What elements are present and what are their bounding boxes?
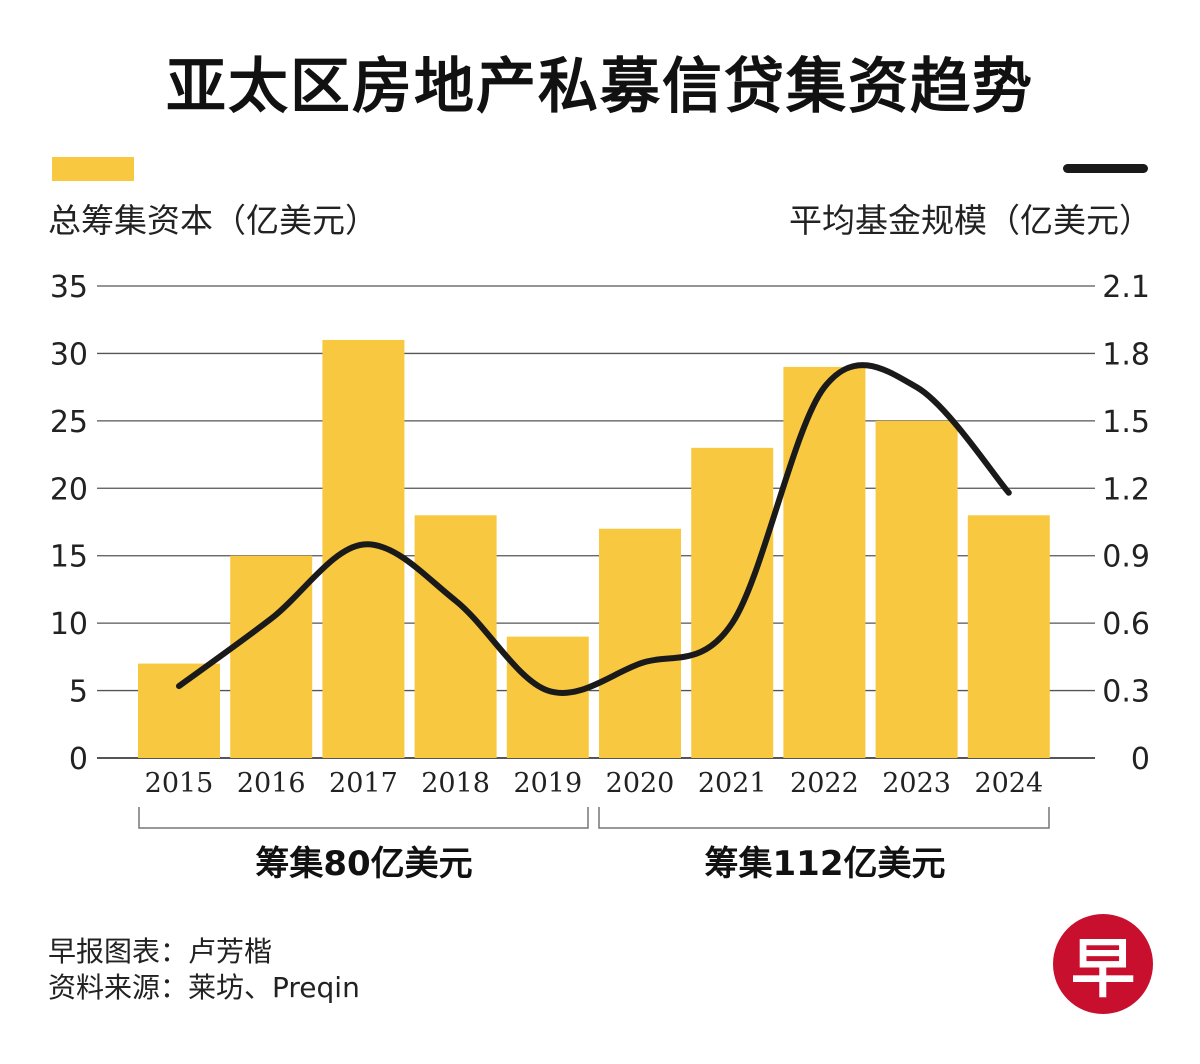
y-left-tick-label: 5 [69,675,88,710]
y-left-tick-label: 0 [69,742,88,777]
x-tick-label-2023: 2023 [882,768,951,799]
bar-2023 [875,420,958,758]
bar-2022 [783,366,866,758]
bar-2020 [599,528,681,758]
y-left-tick-label: 35 [50,270,88,305]
zaobao-logo: 早 [1053,914,1153,1014]
y-right-tick-label: 0 [1131,742,1150,777]
bar-2019 [506,636,589,758]
x-tick-label-2016: 2016 [237,768,306,799]
y-right-tick-label: 2.1 [1102,270,1150,305]
bar-2024 [967,515,1050,758]
y-right-tick-label: 1.2 [1102,472,1150,507]
period-label-2020-2024: 筹集112亿美元 [704,844,946,884]
x-tick-label-2021: 2021 [698,768,767,799]
x-tick-label-2022: 2022 [790,768,859,799]
legend-bar-label: 总筹集资本（亿美元） [48,201,378,240]
line-series [176,362,1012,696]
y-right-tick-label: 1.5 [1102,405,1150,440]
bar-series [138,339,1050,758]
x-tick-label-2015: 2015 [145,768,214,799]
period-label-2015-2019: 筹集80亿美元 [255,844,473,884]
y-right-tick-label: 0.9 [1102,540,1150,575]
chart-title: 亚太区房地产私募信贷集资趋势 [166,52,1034,122]
legend-line-label: 平均基金规模（亿美元） [789,201,1152,240]
y-right-tick-label: 1.8 [1102,337,1150,372]
avg-fund-size-line [176,362,1012,696]
bar-2015 [138,663,220,758]
period-bracket-2 [598,807,1050,829]
data-source: 资料来源：莱坊、Preqin [48,971,360,1004]
x-tick-label-2017: 2017 [329,768,398,799]
y-left-tick-label: 10 [50,607,88,642]
y-right-tick-label: 0.6 [1102,607,1150,642]
y-left-tick-label: 30 [50,337,88,372]
period-bracket-1 [138,807,589,829]
period-brackets [138,807,1050,829]
bar-2018 [414,515,497,758]
legend-bar-swatch [52,157,134,181]
y-right-tick-label: 0.3 [1102,675,1150,710]
bar-2021 [691,447,774,758]
x-tick-label-2019: 2019 [513,768,582,799]
chart-credit: 早报图表：卢芳楷 [48,935,273,968]
axis-ticks: 0 0 5 0.3 10 0.6 15 0.9 20 1.2 25 1.5 30 1.8 35 2.1 2015… [50,270,1150,799]
bar-2016 [230,555,313,758]
x-tick-label-2018: 2018 [421,768,490,799]
y-left-tick-label: 20 [50,472,88,507]
legend-line-swatch [1063,164,1148,173]
x-tick-label-2020: 2020 [606,768,675,799]
y-left-tick-label: 15 [50,540,88,575]
y-left-tick-label: 25 [50,405,88,440]
x-tick-label-2024: 2024 [974,768,1043,799]
